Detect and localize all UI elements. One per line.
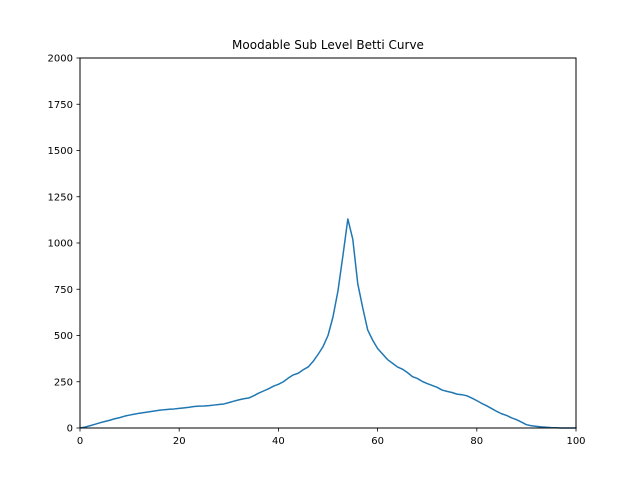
axes-frame [79,57,577,429]
series-line [79,218,577,429]
y-tick-label: 1750 [48,100,73,111]
x-tick-label: 20 [173,436,186,447]
axis-ticks: 0 20 40 60 80 1000250500750100012501500175020… [48,54,586,447]
plot-area [79,218,577,429]
x-tick-label: 0 [77,436,83,447]
x-tick-label: 100 [566,436,585,447]
y-tick-label: 0 [67,424,73,435]
y-tick-label: 1000 [48,239,73,250]
y-tick-label: 500 [54,331,73,342]
y-tick-label: 1500 [48,146,73,157]
x-tick-label: 80 [470,436,483,447]
y-tick-label: 750 [54,285,73,296]
y-tick-label: 1250 [48,192,73,203]
y-tick-label: 2000 [48,54,73,65]
chart-title: Moodable Sub Level Betti Curve [232,38,424,52]
y-tick-label: 250 [54,377,73,388]
x-tick-label: 60 [371,436,384,447]
x-tick-label: 40 [272,436,285,447]
